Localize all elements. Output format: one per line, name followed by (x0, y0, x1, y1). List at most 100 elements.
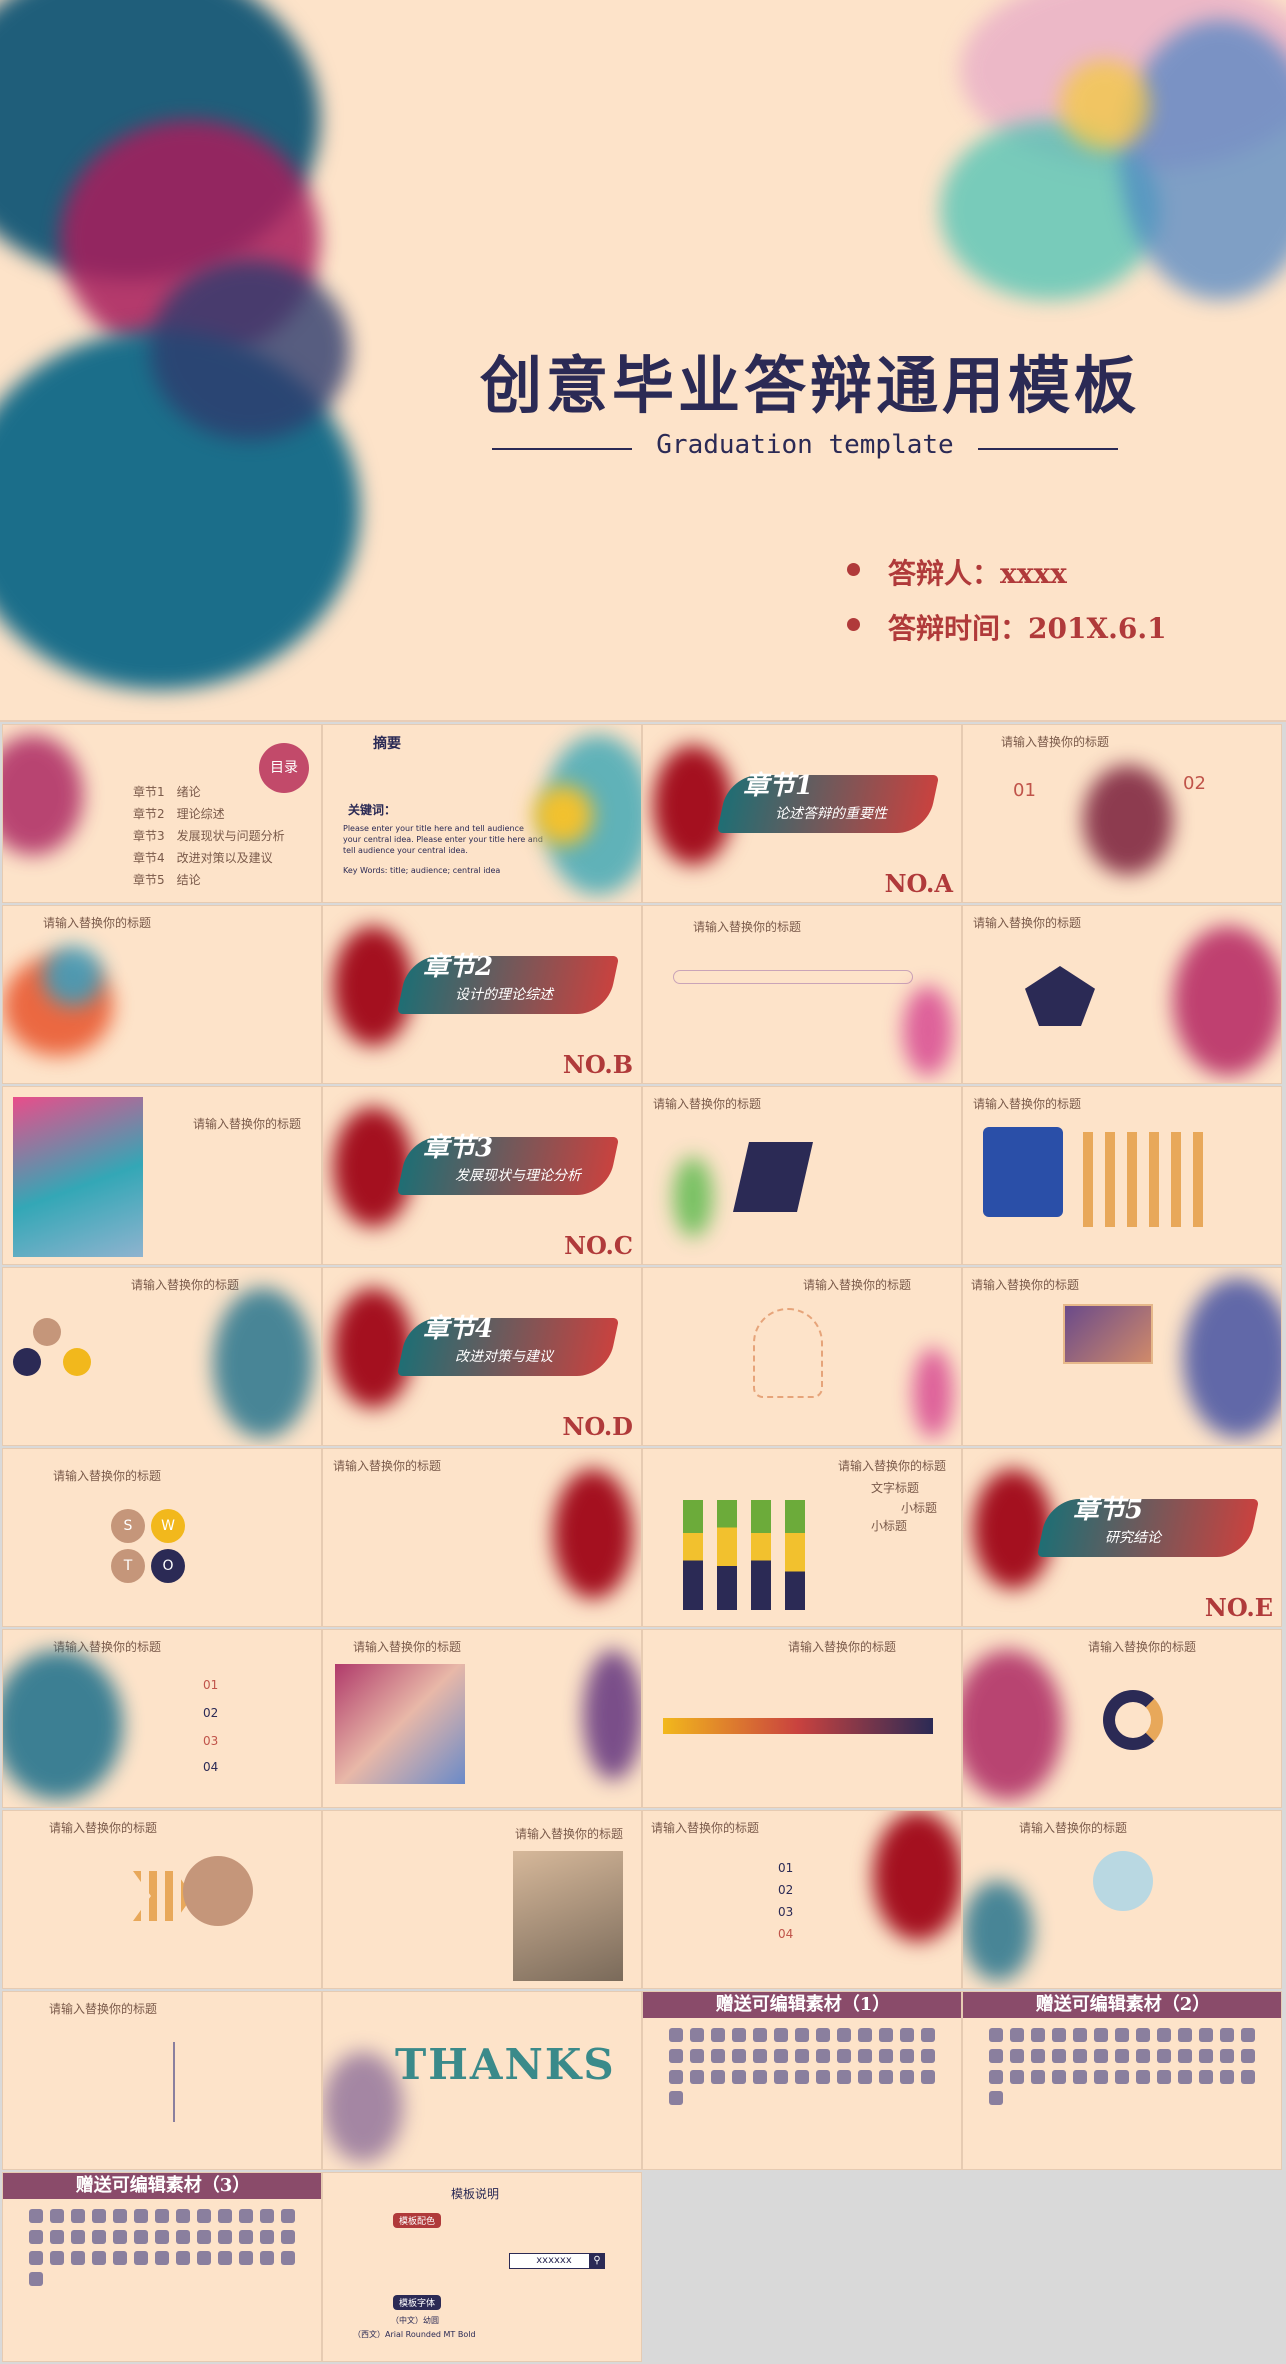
font-cn: （中文）幼圆 (391, 2316, 439, 2325)
ink-splash-right-blue (1120, 20, 1286, 300)
material-icon (1178, 2049, 1192, 2063)
material-icon (260, 2251, 274, 2265)
swot-w: W (151, 1509, 185, 1543)
swot-s: S (111, 1509, 145, 1543)
material-icon (858, 2070, 872, 2084)
slide-chapter-1[interactable]: 章节1 论述答辩的重要性 NO.A (642, 724, 962, 903)
slide-title: 请输入替换你的标题 (1001, 735, 1110, 749)
slide-materials-1[interactable]: 赠送可编辑素材（1） (642, 1991, 962, 2170)
slide-toc[interactable]: 目录 章节1 绪论 章节2 理论综述 章节3 发展现状与问题分析 章节4 改进对… (2, 724, 322, 903)
search-icon[interactable]: ⚲ (589, 2253, 605, 2269)
photo-stack (513, 1851, 623, 1981)
slide-title: 请输入替换你的标题 (838, 1459, 947, 1473)
slide-chart[interactable]: 请输入替换你的标题 文字标题 小标题 小标题 (642, 1448, 962, 1627)
page-subtitle: Graduation template (656, 430, 954, 460)
material-icon (1052, 2028, 1066, 2042)
number-label: 01 (778, 1861, 794, 1875)
material-icon (1073, 2028, 1087, 2042)
slide-guide[interactable]: 模板说明 模板配色 xxxxxx ⚲ 模板字体 （中文）幼圆 （西文）Arial… (322, 2172, 642, 2362)
slide-swot[interactable]: 请输入替换你的标题 S W T O (2, 1448, 322, 1627)
material-icon (260, 2230, 274, 2244)
slide-content-16[interactable]: 请输入替换你的标题 (2, 1810, 322, 1989)
material-icon (858, 2028, 872, 2042)
ink-splash (673, 1157, 713, 1237)
slide-content-19[interactable]: 请输入替换你的标题 (962, 1810, 1282, 1989)
swot-o: O (151, 1549, 185, 1583)
material-icon (690, 2028, 704, 2042)
slide-title: 请输入替换你的标题 (788, 1640, 897, 1654)
ink-splash (3, 735, 83, 855)
circle-icon (63, 1348, 91, 1376)
material-icon (921, 2049, 935, 2063)
slide-content-18[interactable]: 请输入替换你的标题 01 02 03 04 (642, 1810, 962, 1989)
slide-content-5[interactable]: 请输入替换你的标题 (2, 1086, 322, 1265)
pentagon-chart (1025, 966, 1095, 1026)
slide-title: 请输入替换你的标题 (803, 1278, 912, 1292)
slide-content-9[interactable]: 请输入替换你的标题 (642, 1267, 962, 1446)
slide-thanks[interactable]: THANKS (322, 1991, 642, 2170)
slide-content-7[interactable]: 请输入替换你的标题 (962, 1086, 1282, 1265)
slide-content-13[interactable]: 请输入替换你的标题 (322, 1629, 642, 1808)
material-icon (113, 2209, 127, 2223)
ink-splash (533, 785, 593, 845)
slide-content-8[interactable]: 请输入替换你的标题 (2, 1267, 322, 1446)
abstract-body: Please enter your title here and tell au… (343, 824, 543, 855)
material-icon (1157, 2028, 1171, 2042)
slide-abstract[interactable]: 摘要 关键词： Please enter your title here and… (322, 724, 642, 903)
slide-content-3[interactable]: 请输入替换你的标题 (642, 905, 962, 1084)
slide-content-17[interactable]: 请输入替换你的标题 (322, 1810, 642, 1989)
slide-content-10[interactable]: 请输入替换你的标题 (962, 1267, 1282, 1446)
ink-splash (963, 1881, 1033, 1981)
slide-chapter-4[interactable]: 章节4 改进对策与建议 NO.D (322, 1267, 642, 1446)
chart-sub-title: 小标题 (901, 1501, 938, 1515)
material-icon (50, 2251, 64, 2265)
slide-content-11[interactable]: 请输入替换你的标题 (322, 1448, 642, 1627)
slide-chapter-3[interactable]: 章节3 发展现状与理论分析 NO.C (322, 1086, 642, 1265)
slide-content-15[interactable]: 请输入替换你的标题 (962, 1629, 1282, 1808)
ink-splash (1083, 765, 1173, 875)
ink-splash (653, 745, 733, 865)
material-icon (900, 2028, 914, 2042)
date-label: 答辩时间：201X.6.1 (888, 612, 1167, 645)
slide-title: 请输入替换你的标题 (973, 1097, 1082, 1111)
process-arrow (663, 1718, 933, 1734)
search-input[interactable]: xxxxxx (509, 2253, 599, 2269)
blue-paint-block (983, 1127, 1063, 1217)
ink-splash-right-yellow (1060, 60, 1150, 150)
slide-chapter-5[interactable]: 章节5 研究结论 NO.E (962, 1448, 1282, 1627)
material-icon (1220, 2028, 1234, 2042)
slide-content-1[interactable]: 请输入替换你的标题 01 02 (962, 724, 1282, 903)
slide-materials-3[interactable]: 赠送可编辑素材（3） (2, 2172, 322, 2362)
material-icon (197, 2230, 211, 2244)
slide-content-20[interactable]: 请输入替换你的标题 (2, 1991, 322, 2170)
number-label: 02 (778, 1883, 794, 1897)
slide-content-14[interactable]: 请输入替换你的标题 (642, 1629, 962, 1808)
slide-content-4[interactable]: 请输入替换你的标题 (962, 905, 1282, 1084)
ink-splash (553, 1469, 633, 1599)
icon-grid (989, 2028, 1259, 2105)
timeline-bar (673, 970, 913, 984)
material-icon (29, 2272, 43, 2286)
slide-content-6[interactable]: 请输入替换你的标题 (642, 1086, 962, 1265)
material-icon (1241, 2028, 1255, 2042)
material-icon (29, 2251, 43, 2265)
slide-content-12[interactable]: 请输入替换你的标题 01 02 03 04 (2, 1629, 322, 1808)
chapter-title: 章节5 (1073, 1495, 1144, 1525)
number-label: 02 (203, 1706, 219, 1720)
material-icon (1115, 2070, 1129, 2084)
icon-grid (29, 2209, 299, 2286)
material-icon (176, 2251, 190, 2265)
material-icon (753, 2070, 767, 2084)
slide-title: 请输入替换你的标题 (1019, 1821, 1128, 1835)
material-icon (1199, 2049, 1213, 2063)
ink-splash (1183, 1278, 1281, 1438)
slide-content-2[interactable]: 请输入替换你的标题 (2, 905, 322, 1084)
toc-item: 章节3 发展现状与问题分析 (133, 829, 285, 843)
ring-diagram (1103, 1690, 1163, 1750)
circle-icon (33, 1318, 61, 1346)
ink-splash-dark (150, 260, 350, 440)
slide-materials-2[interactable]: 赠送可编辑素材（2） (962, 1991, 1282, 2170)
slide-chapter-2[interactable]: 章节2 设计的理论综述 NO.B (322, 905, 642, 1084)
material-icon (134, 2230, 148, 2244)
material-icon (858, 2049, 872, 2063)
